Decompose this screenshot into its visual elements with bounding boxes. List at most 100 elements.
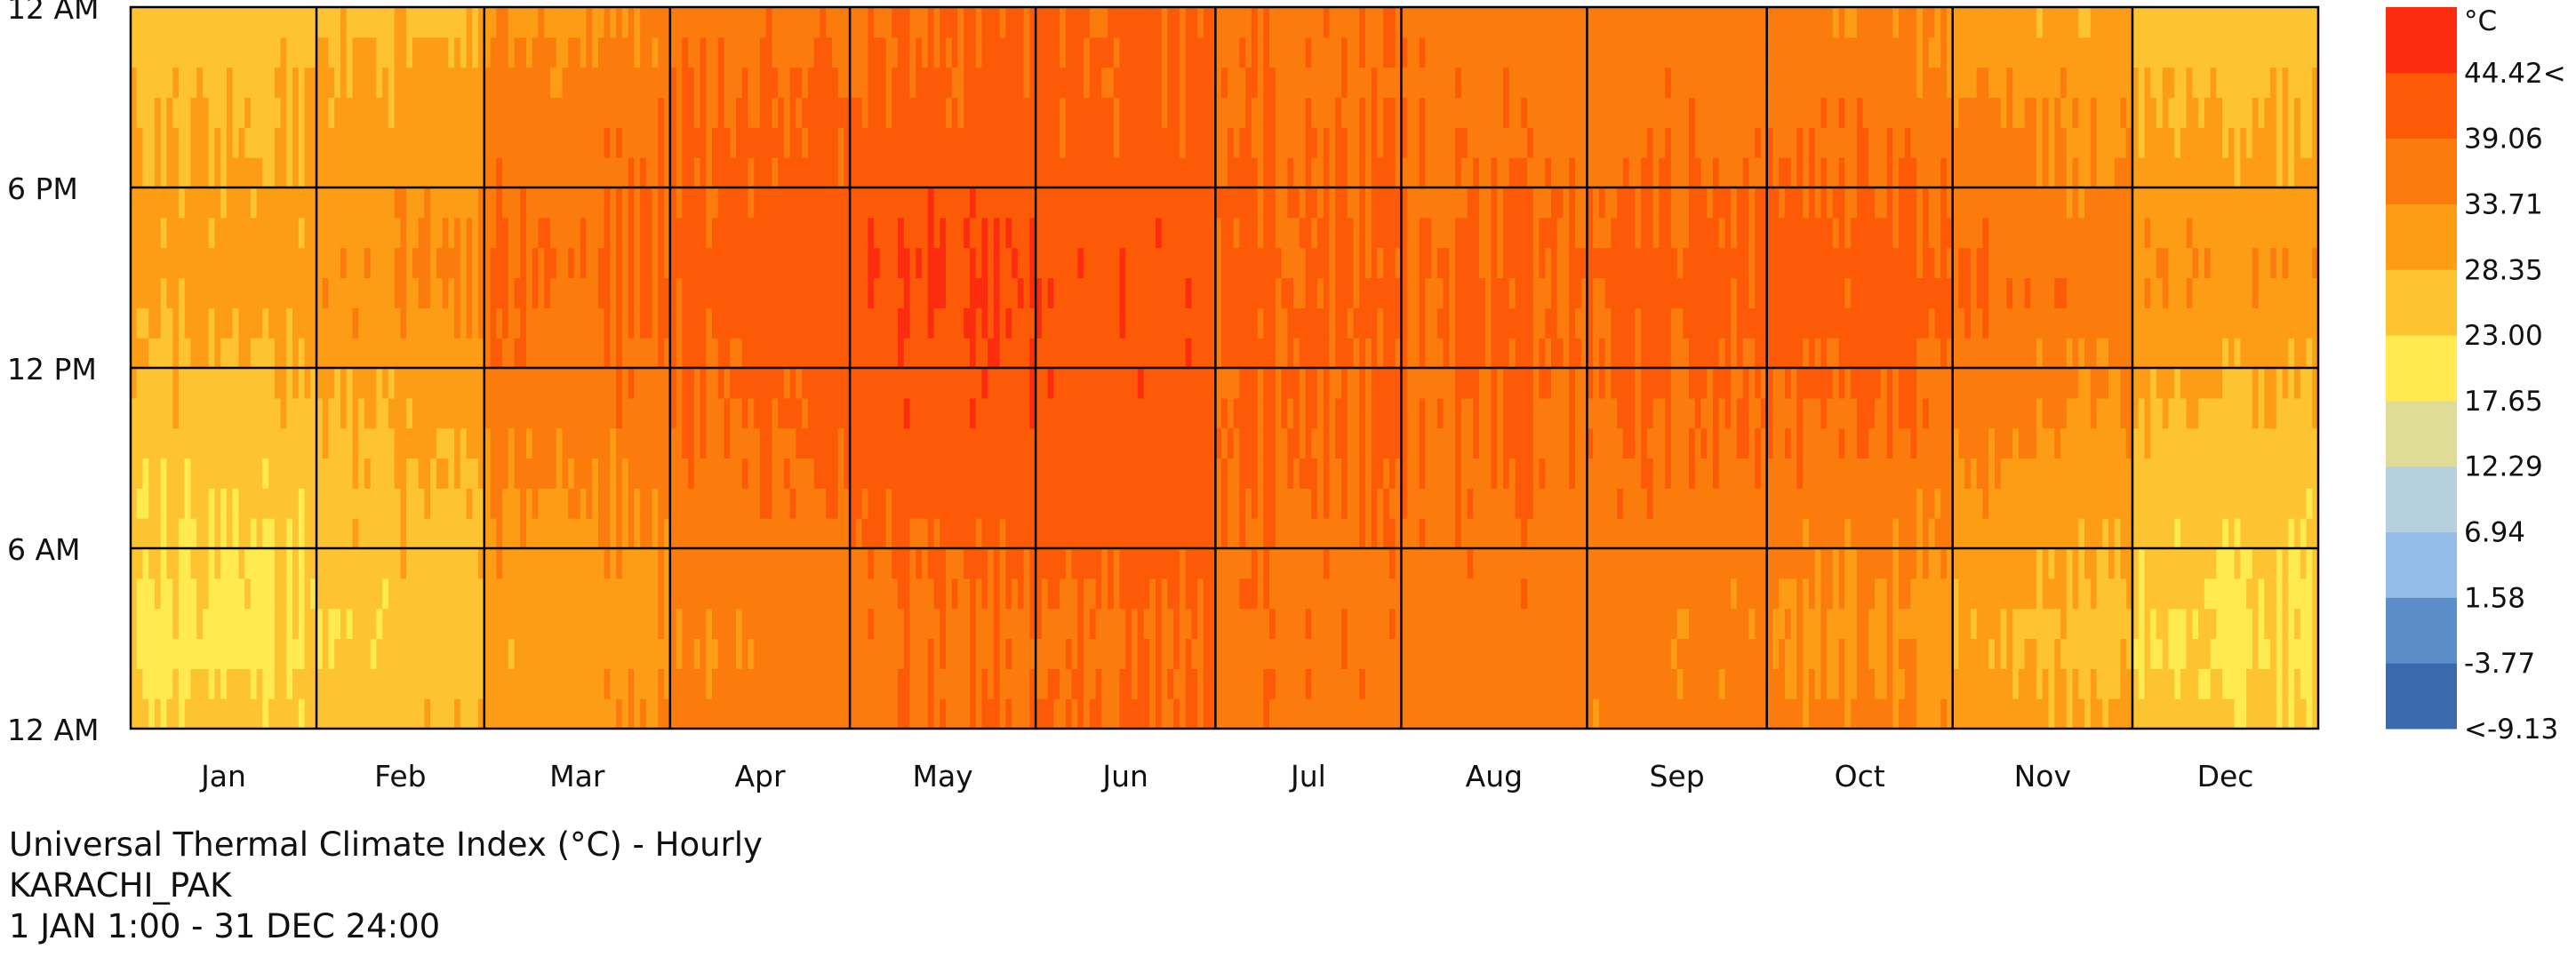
- heatmap-cell: [364, 157, 372, 188]
- heatmap-cell: [286, 97, 293, 128]
- heatmap-cell: [1185, 36, 1193, 68]
- heatmap-cell: [634, 277, 641, 308]
- heatmap-cell: [400, 578, 407, 610]
- heatmap-cell: [669, 307, 677, 339]
- heatmap-cell: [448, 458, 455, 489]
- heatmap-cell: [358, 338, 365, 369]
- heatmap-cell: [1036, 548, 1043, 579]
- heatmap-cell: [1203, 67, 1211, 99]
- heatmap-cell: [1364, 127, 1372, 158]
- heatmap-cell: [1053, 548, 1060, 579]
- heatmap-cell: [1263, 488, 1270, 519]
- heatmap-cell: [568, 668, 575, 699]
- heatmap-cell: [892, 67, 899, 99]
- heatmap-cell: [688, 187, 695, 219]
- heatmap-cell: [1161, 578, 1169, 610]
- heatmap-cell: [676, 307, 683, 339]
- heatmap-cell: [1101, 427, 1108, 459]
- heatmap-cell: [238, 307, 245, 339]
- heatmap-cell: [238, 127, 245, 158]
- heatmap-cell: [514, 338, 521, 369]
- heatmap-cell: [1185, 338, 1193, 369]
- heatmap-cell: [837, 127, 844, 158]
- heatmap-cell: [783, 427, 791, 459]
- heatmap-cell: [693, 608, 701, 640]
- heatmap-cell: [1173, 698, 1180, 730]
- heatmap-cell: [454, 127, 461, 158]
- heatmap-cell: [454, 368, 461, 399]
- heatmap-cell: [592, 638, 599, 669]
- heatmap-cell: [131, 338, 138, 369]
- heatmap-cell: [382, 7, 389, 38]
- heatmap-cell: [1311, 277, 1318, 308]
- heatmap-cell: [1071, 548, 1078, 579]
- heatmap-cell: [682, 668, 689, 699]
- heatmap-cell: [903, 638, 911, 669]
- heatmap-cell: [712, 548, 719, 579]
- heatmap-cell: [1023, 127, 1030, 158]
- heatmap-cell: [1077, 488, 1084, 519]
- heatmap-cell: [1161, 458, 1169, 489]
- heatmap-cell: [1029, 397, 1036, 429]
- heatmap-cell: [250, 518, 258, 549]
- heatmap-cell: [1371, 668, 1379, 699]
- heatmap-cell: [370, 157, 378, 188]
- heatmap-cell: [406, 36, 413, 68]
- heatmap-cell: [1041, 217, 1049, 249]
- month-cells-mar: [484, 7, 671, 730]
- heatmap-cell: [1197, 36, 1204, 68]
- heatmap-cell: [981, 397, 988, 429]
- heatmap-cell: [496, 368, 503, 399]
- heatmap-cell: [544, 578, 551, 610]
- heatmap-cell: [820, 187, 827, 219]
- heatmap-cell: [328, 668, 335, 699]
- heatmap-cell: [993, 668, 1001, 699]
- heatmap-cell: [496, 277, 503, 308]
- heatmap-cell: [1257, 638, 1264, 669]
- heatmap-cell: [868, 307, 875, 339]
- heatmap-cell: [1101, 7, 1108, 38]
- heatmap-cell: [783, 157, 791, 188]
- heatmap-cell: [196, 247, 204, 279]
- heatmap-cell: [268, 157, 276, 188]
- heatmap-cell: [304, 698, 311, 730]
- heatmap-cell: [136, 247, 144, 279]
- heatmap-cell: [514, 488, 521, 519]
- heatmap-cell: [244, 277, 252, 308]
- heatmap-cell: [1012, 668, 1019, 699]
- heatmap-cell: [472, 67, 479, 99]
- heatmap-cell: [328, 187, 335, 219]
- heatmap-cell: [316, 97, 324, 128]
- heatmap-cell: [879, 397, 887, 429]
- heatmap-cell: [262, 127, 269, 158]
- heatmap-cell: [172, 67, 180, 99]
- heatmap-cell: [573, 338, 581, 369]
- heatmap-cell: [1029, 668, 1036, 699]
- heatmap-cell: [975, 277, 983, 308]
- heatmap-cell: [1239, 458, 1246, 489]
- heatmap-cell: [730, 36, 737, 68]
- heatmap-cell: [1089, 97, 1097, 128]
- heatmap-cell: [741, 397, 749, 429]
- heatmap-cell: [460, 368, 468, 399]
- heatmap-cell: [999, 277, 1006, 308]
- heatmap-cell: [142, 247, 149, 279]
- heatmap-cell: [693, 427, 701, 459]
- heatmap-cell: [160, 277, 168, 308]
- heatmap-cell: [1191, 97, 1198, 128]
- heatmap-cell: [1149, 668, 1156, 699]
- heatmap-cell: [1257, 698, 1264, 730]
- heatmap-cell: [592, 397, 599, 429]
- heatmap-cell: [1017, 427, 1025, 459]
- heatmap-cell: [1305, 608, 1312, 640]
- heatmap-cell: [268, 127, 276, 158]
- heatmap-cell: [807, 518, 815, 549]
- heatmap-cell: [1340, 67, 1348, 99]
- heatmap-cell: [688, 518, 695, 549]
- heatmap-cell: [1221, 368, 1228, 399]
- heatmap-cell: [358, 548, 365, 579]
- heatmap-cell: [796, 668, 803, 699]
- heatmap-cell: [850, 548, 857, 579]
- heatmap-cell: [621, 127, 629, 158]
- heatmap-cell: [1233, 698, 1240, 730]
